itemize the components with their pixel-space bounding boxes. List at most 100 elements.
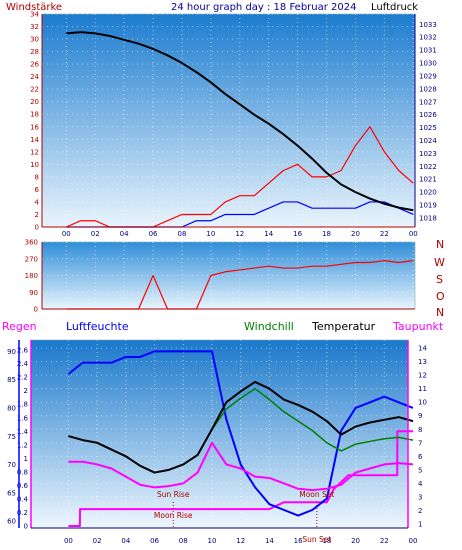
top-right-tick: 1028 [419,85,437,93]
mid-left-tick: 90 [29,289,38,297]
temperatur-label: Temperatur [311,320,376,333]
top-left-tick: 14 [30,136,39,144]
top-x-tick: 18 [322,230,331,238]
top-x-tick: 02 [91,230,100,238]
top-right-tick: 1026 [419,111,437,119]
luftfeuchte-label: Luftfeuchte [66,320,129,333]
top-left-tick: 2 [35,211,39,219]
mid-left-tick: 360 [25,239,38,247]
chart-title: 24 hour graph day : 18 Februar 2024 [171,2,356,13]
top-left-tick: 8 [35,173,39,181]
bottom-right-tick: 10 [418,399,427,407]
regen-tick: 1.4 [17,428,29,436]
bottom-x-tick: 00 [409,537,418,545]
top-left-tick: 34 [30,11,39,19]
top-x-tick: 22 [380,230,389,238]
temperature-line [68,380,414,474]
top-left-tick: 6 [35,186,40,194]
dewpoint-line [68,441,414,492]
top-right-tick: 1020 [419,189,437,197]
bottom-x-tick: 06 [150,537,159,545]
regen-line [68,430,413,527]
bottom-right-tick: 1 [418,520,422,528]
top-left-tick: 24 [30,73,39,81]
top-x-tick: 20 [351,230,360,238]
regen-tick: 1 [24,455,28,463]
top-right-tick: 1031 [419,47,437,55]
humidity-tick: 70 [7,461,16,469]
bottom-right-tick: 13 [418,358,427,366]
wind-label: Windstärke [6,2,62,13]
windchill-label: Windchill [244,320,294,333]
top-x-tick: 10 [206,230,215,238]
dir-label-o: O [436,290,445,303]
data-series [66,31,414,527]
bottom-x-tick: 12 [236,537,245,545]
regen-tick: 1.8 [17,401,28,409]
top-right-tick: 1019 [419,202,437,210]
mid-left-tick: 0 [34,306,38,314]
regen-tick: 0.6 [17,482,29,490]
regen-tick: 2.2 [17,374,28,382]
pressure-label: Luftdruck [371,2,418,13]
regen-tick: 1.6 [17,414,29,422]
astro-marker-label: Moon Rise [154,511,193,520]
humidity-line [67,350,414,517]
humidity-tick: 90 [7,348,16,356]
top-right-tick: 1023 [419,150,437,158]
humidity-tick: 60 [7,518,16,526]
bottom-right-tick: 8 [418,426,422,434]
top-x-tick: 08 [178,230,187,238]
top-right-tick: 1021 [419,176,437,184]
bottom-x-tick: 14 [265,537,274,545]
top-right-tick: 1032 [419,34,437,42]
astro-marker-label: Moon Set [299,490,334,499]
top-left-tick: 0 [35,224,39,232]
top-left-tick: 20 [30,98,39,106]
top-right-tick: 1033 [419,21,437,29]
top-left-tick: 18 [30,111,39,119]
bottom-x-tick: 08 [179,537,188,545]
top-x-tick: 12 [235,230,244,238]
mid-plot-area [41,241,416,310]
astro-marker-label: Sun Rise [157,490,190,499]
dir-label-s: S [436,273,443,286]
bottom-x-tick: 16 [294,537,303,545]
top-right-tick: 1025 [419,124,437,132]
regen-tick: 1.2 [17,441,28,449]
regen-label: Regen [2,320,37,333]
dir-label-n-bottom: N [436,306,444,319]
bottom-x-tick: 04 [121,537,130,545]
top-x-tick: 16 [293,230,302,238]
bottom-right-tick: 4 [418,480,423,488]
astro-markers: Sun Rise Moon Rise Sun Set Moon Set [154,490,334,544]
bottom-x-tick: 02 [93,537,102,545]
astro-marker-label: Sun Set [302,535,331,544]
humidity-tick: 85 [7,376,16,384]
top-left-tick: 12 [30,148,39,156]
bottom-x-tick: 22 [380,537,389,545]
regen-tick: 0.4 [17,495,29,503]
regen-tick: 2.4 [17,360,29,368]
top-x-tick: 00 [62,230,71,238]
regen-tick: 0.2 [17,509,28,517]
bottom-right-tick: 9 [418,412,422,420]
top-x-tick: 14 [264,230,273,238]
humidity-tick: 75 [7,433,16,441]
bottom-right-tick: 3 [418,493,422,501]
top-left-tick: 10 [30,161,39,169]
top-left-tick: 22 [30,86,39,94]
humidity-tick: 65 [7,489,16,497]
bottom-x-tick: 10 [208,537,217,545]
regen-tick: 0.8 [17,468,28,476]
bottom-right-tick: 7 [418,439,422,447]
bottom-right-tick: 2 [418,507,422,515]
top-left-tick: 32 [30,23,39,31]
top-right-tick: 1030 [419,60,437,68]
regen-tick: 0 [24,522,28,530]
bottom-right-tick: 14 [418,345,427,353]
top-right-tick: 1018 [419,214,437,222]
bottom-right-tick: 12 [418,372,427,380]
top-right-tick: 1022 [419,163,437,171]
top-left-tick: 16 [30,123,39,131]
